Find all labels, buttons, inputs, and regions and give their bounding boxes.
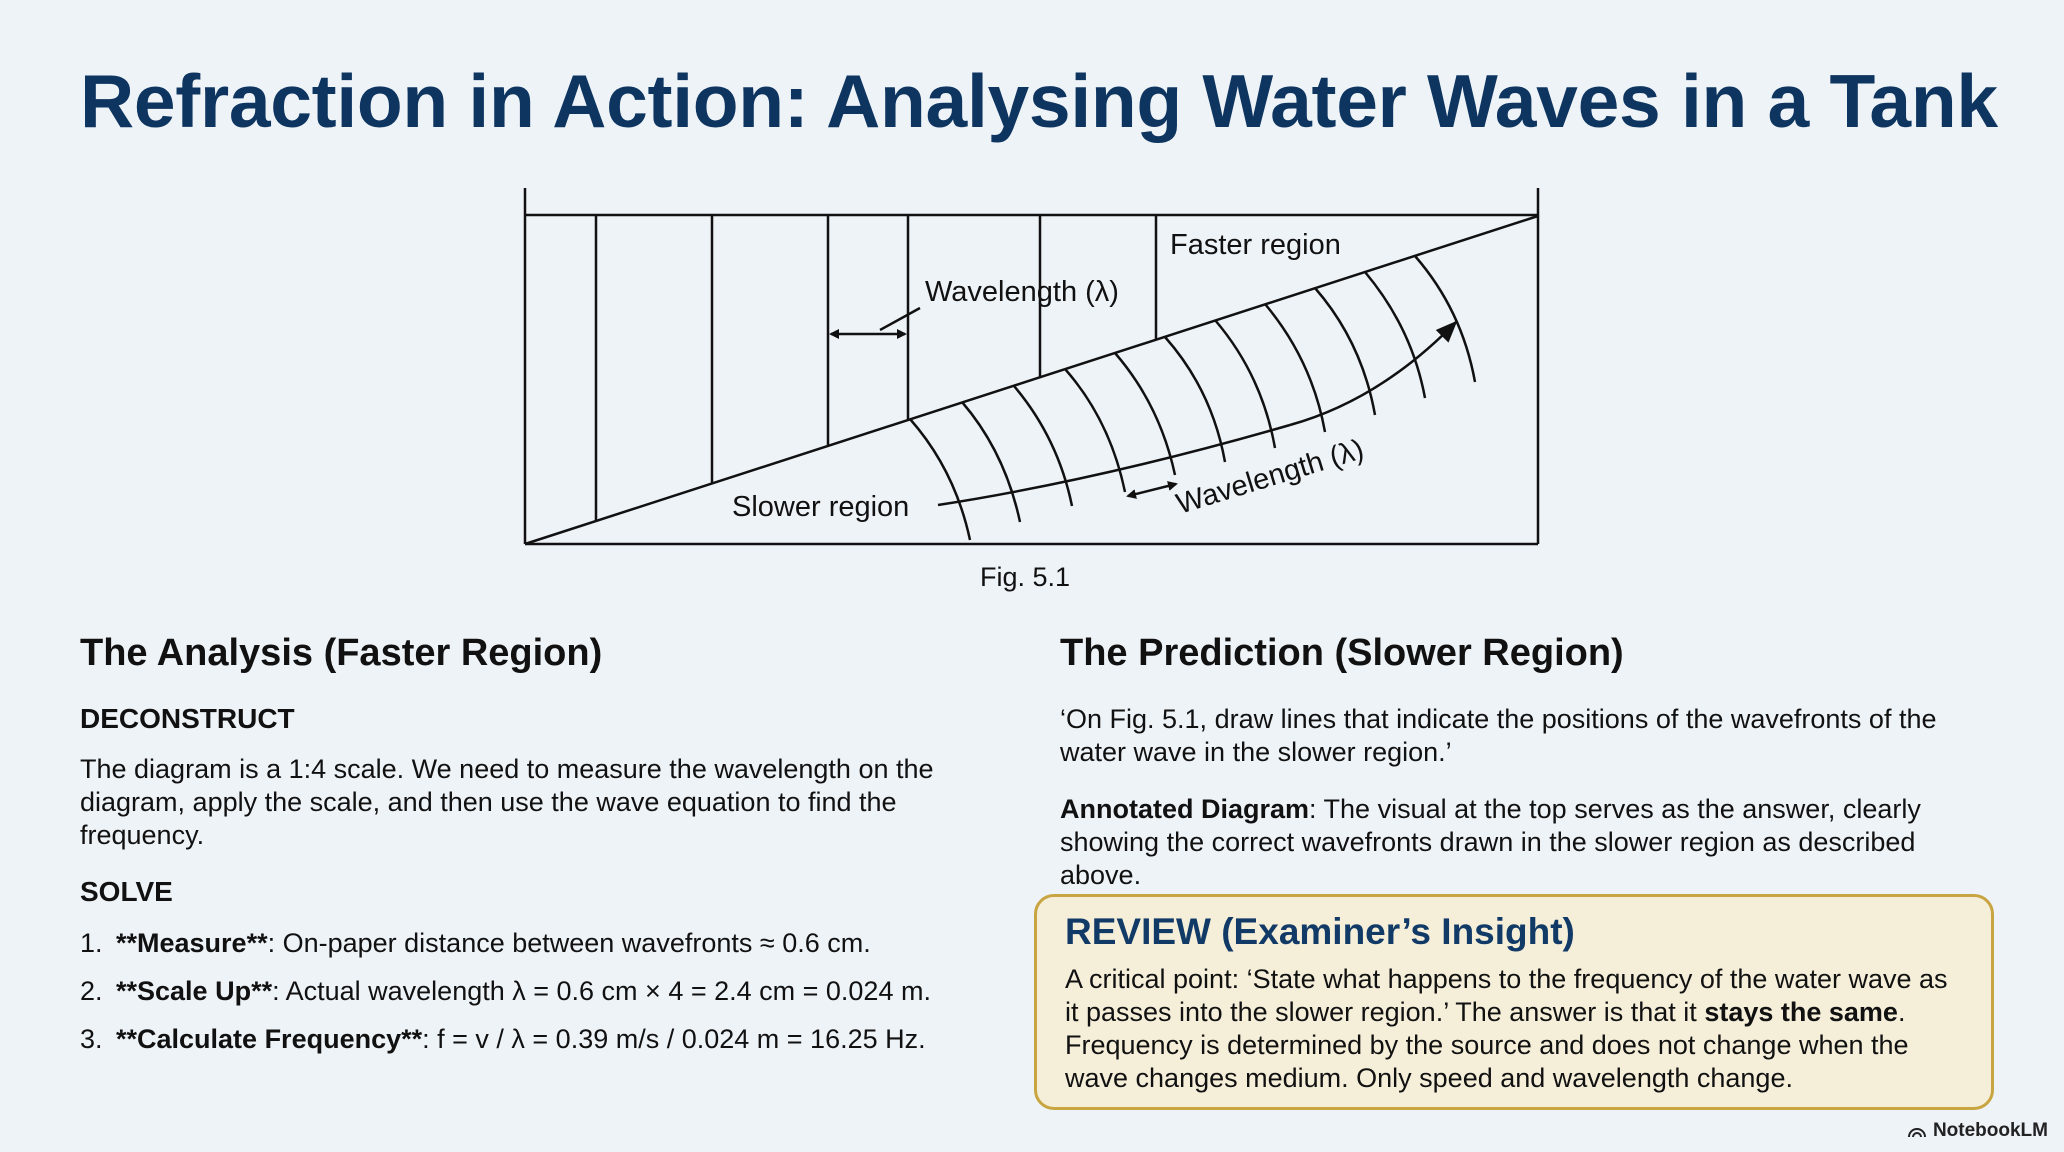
prediction-section: The Prediction (Slower Region) ‘On Fig. … — [1060, 632, 1960, 916]
step-text: : f = v / λ = 0.39 m/s / 0.024 m = 16.25… — [422, 1024, 926, 1054]
slower-region-label: Slower region — [732, 491, 909, 523]
review-text-after: . Frequency is determined by the source … — [1065, 997, 1909, 1093]
tank-diagram-svg: Faster region Wavelength (λ) Slower regi… — [523, 188, 1540, 546]
slower-wavefront — [1314, 287, 1377, 416]
wavelength-label-top: Wavelength (λ) — [925, 276, 1119, 308]
slower-wavefront — [1064, 368, 1127, 493]
page-title: Refraction in Action: Analysing Water Wa… — [80, 59, 1998, 143]
refraction-diagram: Faster region Wavelength (λ) Slower regi… — [500, 170, 1580, 610]
region-boundary — [524, 214, 1539, 546]
solve-label: SOLVE — [80, 876, 173, 907]
review-emphasis: stays the same — [1704, 997, 1898, 1027]
step-text: : Actual wavelength λ = 0.6 cm × 4 = 2.4… — [272, 976, 931, 1006]
step-number: 3. — [80, 1024, 103, 1054]
solve-step: 2. **Scale Up**: Actual wavelength λ = 0.… — [80, 974, 980, 1008]
prediction-quote: ‘On Fig. 5.1, draw lines that indicate t… — [1060, 704, 1937, 767]
review-box: REVIEW (Examiner’s Insight) A critical p… — [1034, 894, 1994, 1110]
review-heading: REVIEW (Examiner’s Insight) — [1065, 911, 1575, 952]
step-text: : On-paper distance between wavefronts ≈… — [267, 928, 871, 958]
deconstruct-label: DECONSTRUCT — [80, 703, 295, 734]
annotated-diagram-text: Annotated Diagram: The visual at the top… — [1060, 793, 1960, 892]
step-number: 2. — [80, 976, 103, 1006]
analysis-heading: The Analysis (Faster Region) — [80, 632, 603, 674]
wavelength-leader-top — [879, 306, 921, 332]
solve-step: 1. **Measure**: On-paper distance between… — [80, 926, 980, 960]
review-text: A critical point: ‘State what happens to… — [1065, 963, 1963, 1095]
figure-caption: Fig. 5.1 — [980, 562, 1071, 592]
step-number: 1. — [80, 928, 103, 958]
slower-wavefront — [1214, 319, 1277, 449]
slower-wavefront — [909, 418, 972, 541]
slower-wavefront — [1264, 303, 1327, 433]
slower-wavefront — [1013, 385, 1074, 507]
step-title: **Scale Up** — [116, 976, 273, 1006]
deconstruct-text: The diagram is a 1:4 scale. We need to m… — [80, 754, 934, 850]
direction-arrow — [1289, 320, 1458, 427]
analysis-section: The Analysis (Faster Region) DECONSTRUCT… — [80, 632, 980, 1070]
slower-wavefront — [1114, 352, 1177, 476]
slower-wavefront — [1164, 336, 1227, 463]
slower-wavefront — [1364, 271, 1427, 399]
wavelength-arrow-bottom — [1126, 481, 1178, 499]
wavelength-label-bottom: Wavelength (λ) — [1173, 433, 1368, 520]
step-title: **Measure** — [116, 928, 268, 958]
annotated-diagram-label: Annotated Diagram — [1060, 794, 1310, 824]
faster-region-label: Faster region — [1170, 229, 1341, 261]
slower-wavefront — [961, 401, 1022, 523]
prediction-heading: The Prediction (Slower Region) — [1060, 632, 1624, 674]
annotated-diagram-body: : The visual at the top serves as the an… — [1060, 794, 1921, 890]
watermark-text: NotebookLM — [1932, 1120, 2048, 1141]
solve-step: 3. **Calculate Frequency**: f = v / λ = 0… — [80, 1022, 980, 1056]
review-text-before: A critical point: ‘State what happens to… — [1065, 964, 1948, 1027]
watermark: NotebookLM — [1907, 1120, 2048, 1142]
slower-wavefront — [1414, 255, 1477, 383]
solve-steps: 1. **Measure**: On-paper distance between… — [80, 926, 980, 1056]
notebooklm-logo-icon — [1907, 1128, 1926, 1138]
step-title: **Calculate Frequency** — [116, 1024, 423, 1054]
slower-region-pointer — [937, 423, 1291, 507]
